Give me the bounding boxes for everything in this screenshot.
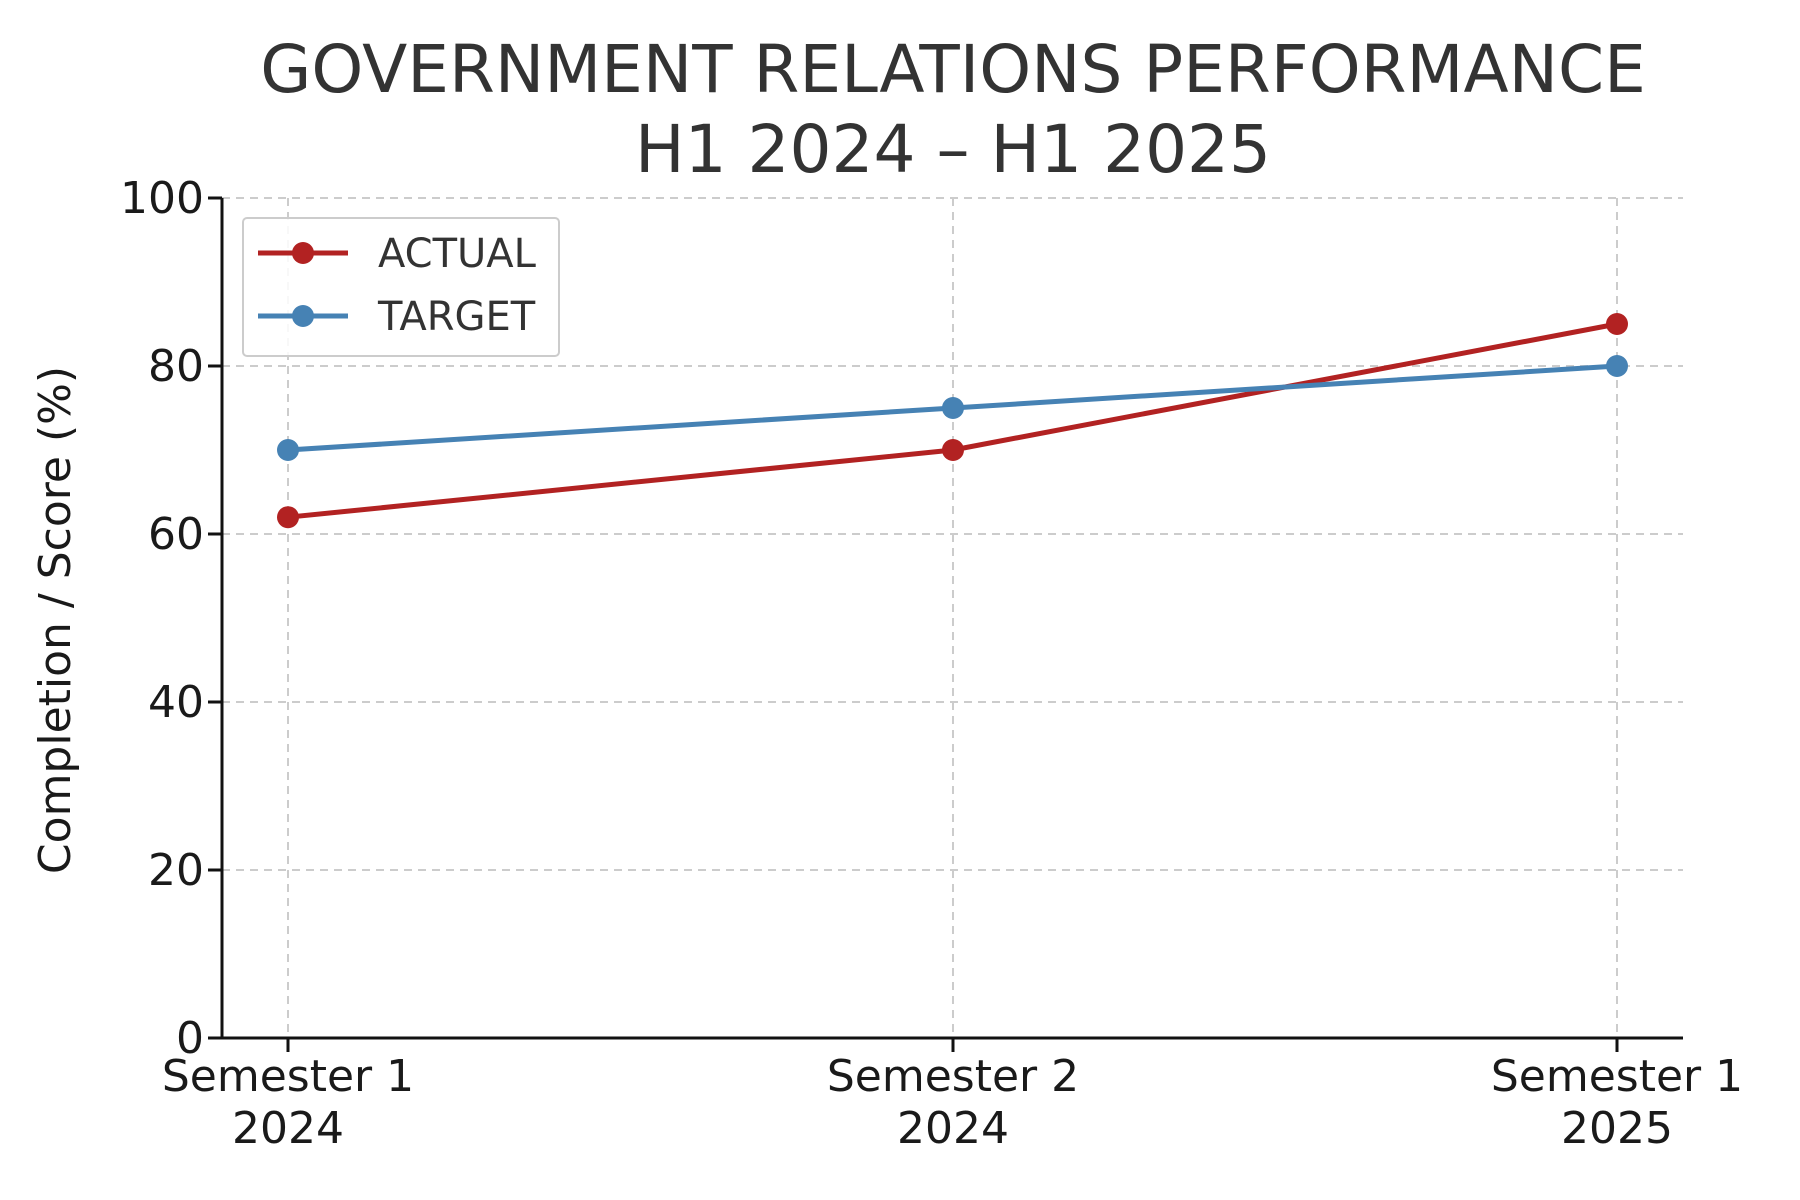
y-axis-ticks: 0 20 40 60 80 100: [120, 173, 222, 1064]
legend: ACTUAL TARGET: [242, 217, 560, 357]
legend-label: ACTUAL: [378, 231, 537, 277]
x-tick-label: 2024: [897, 1103, 1009, 1154]
chart-title-line-2: H1 2024 – H1 2025: [635, 111, 1271, 188]
x-tick-label: Semester 1: [162, 1051, 414, 1102]
legend-label: TARGET: [377, 294, 536, 340]
y-tick-label: 40: [148, 677, 204, 728]
data-point: [277, 506, 299, 529]
y-tick-label: 20: [148, 845, 204, 896]
y-axis-label: Completion / Score (%): [30, 366, 81, 874]
y-tick-label: 100: [120, 173, 204, 224]
data-point: [1606, 355, 1628, 377]
y-tick-label: 80: [148, 341, 204, 392]
data-point: [942, 439, 964, 461]
x-tick-label: 2025: [1561, 1103, 1673, 1154]
data-point: [277, 439, 299, 461]
data-point: [942, 397, 964, 419]
chart-title: GOVERNMENT RELATIONS PERFORMANCE H1 2024…: [260, 31, 1646, 188]
series: [277, 313, 1628, 529]
x-tick-label: Semester 1: [1491, 1051, 1743, 1102]
grid: [222, 197, 1683, 1039]
y-tick-label: 60: [148, 509, 204, 560]
x-tick-label: 2024: [232, 1103, 344, 1154]
legend-swatch-marker: [292, 242, 314, 264]
legend-swatch-marker: [292, 305, 314, 327]
x-tick-label: Semester 2: [827, 1051, 1079, 1102]
data-point: [1606, 313, 1628, 335]
y-tick-label: 0: [176, 1013, 204, 1064]
chart-title-line-1: GOVERNMENT RELATIONS PERFORMANCE: [260, 31, 1646, 108]
